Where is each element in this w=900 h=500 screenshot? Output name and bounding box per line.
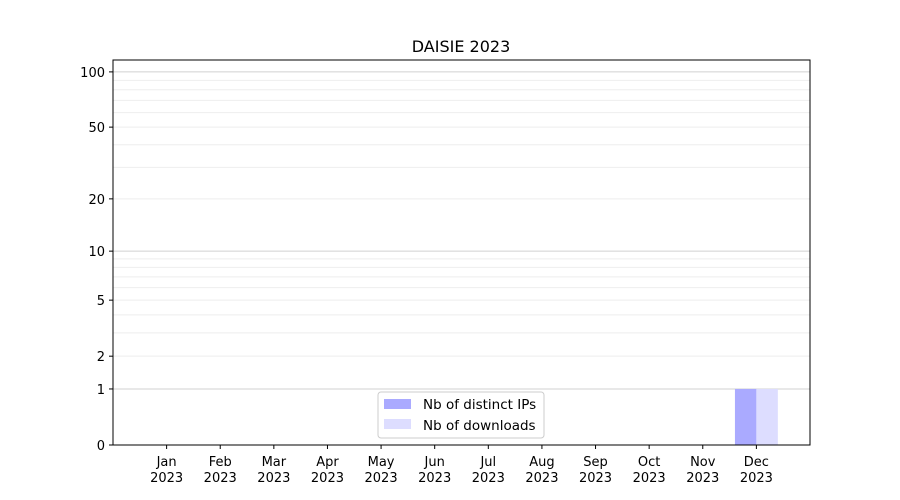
x-tick-label: Jan: [156, 455, 177, 470]
x-tick-label: Feb: [209, 455, 232, 470]
legend: Nb of distinct IPs Nb of downloads: [377, 391, 545, 439]
x-tick-label: 2023: [257, 471, 290, 486]
x-tick-label: 2023: [418, 471, 451, 486]
bar-nb-of-distinct-ips-11: [734, 388, 757, 445]
x-tick-label: Aug: [529, 455, 554, 470]
x-tick-label: 2023: [579, 471, 612, 486]
y-tick-label: 5: [97, 294, 105, 309]
y-tick-label: 1: [97, 383, 105, 398]
y-tick-label: 10: [88, 245, 105, 260]
plot-frame: [112, 59, 811, 446]
x-tick-label: Nov: [690, 455, 716, 470]
legend-swatch-distinct-ips: [384, 399, 411, 409]
y-tick-label: 0: [97, 439, 105, 454]
y-tick-label: 2: [97, 350, 105, 365]
x-tick-label: Mar: [262, 455, 287, 470]
x-tick-label: 2023: [311, 471, 344, 486]
bar-nb-of-downloads-11: [756, 388, 778, 445]
x-tick-label: 2023: [204, 471, 237, 486]
y-axis: 0 1 2 5 10 20 50 100: [80, 66, 113, 454]
x-tick-label: Jun: [424, 455, 445, 470]
x-tick-label: Oct: [638, 455, 660, 470]
legend-swatch-downloads: [384, 419, 411, 429]
chart-title: DAISIE 2023: [412, 37, 511, 56]
x-tick-label: 2023: [633, 471, 666, 486]
legend-label-distinct-ips: Nb of distinct IPs: [423, 397, 536, 413]
bars: [734, 388, 778, 445]
y-tick-label: 20: [88, 193, 105, 208]
grid: [113, 71, 810, 390]
y-tick-label: 100: [80, 66, 105, 81]
x-tick-label: Apr: [316, 455, 339, 470]
x-tick-label: Jul: [479, 455, 496, 470]
legend-box: [377, 391, 545, 439]
x-tick-label: 2023: [525, 471, 558, 486]
x-axis: Jan2023Feb2023Mar2023Apr2023May2023Jun20…: [150, 445, 773, 486]
y-tick-label: 50: [88, 121, 105, 136]
x-tick-label: May: [368, 455, 395, 470]
x-tick-label: 2023: [740, 471, 773, 486]
x-tick-label: 2023: [365, 471, 398, 486]
x-tick-label: 2023: [686, 471, 719, 486]
x-tick-label: 2023: [472, 471, 505, 486]
legend-label-downloads: Nb of downloads: [423, 418, 536, 434]
x-tick-label: Dec: [744, 455, 769, 470]
x-tick-label: Sep: [583, 455, 608, 470]
x-tick-label: 2023: [150, 471, 183, 486]
